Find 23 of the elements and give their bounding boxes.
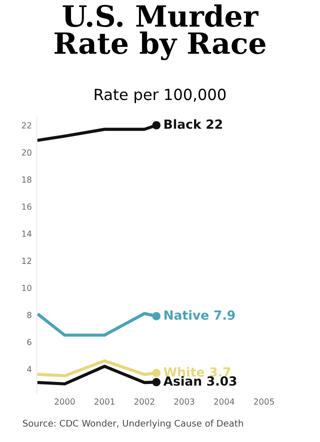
annotation: White 3.7 xyxy=(164,367,230,377)
source-note: Source: CDC Wonder, Underlying Cause of Death xyxy=(22,420,243,428)
annotation: Native 7.9 xyxy=(164,310,235,320)
y-tick-label: 12 xyxy=(22,258,32,264)
x-tick-label: 2000 xyxy=(54,398,75,405)
y-tick-label: 14 xyxy=(22,230,32,237)
y-tick-label: 18 xyxy=(22,176,32,183)
annotation: Black 22 xyxy=(164,119,222,129)
y-tick-label: 22 xyxy=(22,122,32,128)
y-tick-label: 10 xyxy=(22,284,32,292)
x-tick-label: 2002 xyxy=(134,398,154,405)
x-tick-label: 2005 xyxy=(254,398,274,405)
y-tick-label: 6 xyxy=(27,338,32,346)
chart-subtitle: Rate per 100,000 xyxy=(94,88,226,104)
chart-title: U.S. Murder Rate by Race xyxy=(54,4,266,60)
y-tick-label: 8 xyxy=(27,312,32,318)
x-tick-label: 2004 xyxy=(214,398,234,405)
x-tick-label: 2001 xyxy=(94,398,114,405)
x-tick-label: 2003 xyxy=(174,398,194,405)
annotation: Asian 3.03 xyxy=(163,376,236,386)
y-tick-label: 16 xyxy=(22,203,32,210)
y-tick-label: 4 xyxy=(27,366,32,372)
y-tick-label: 20 xyxy=(22,149,32,156)
